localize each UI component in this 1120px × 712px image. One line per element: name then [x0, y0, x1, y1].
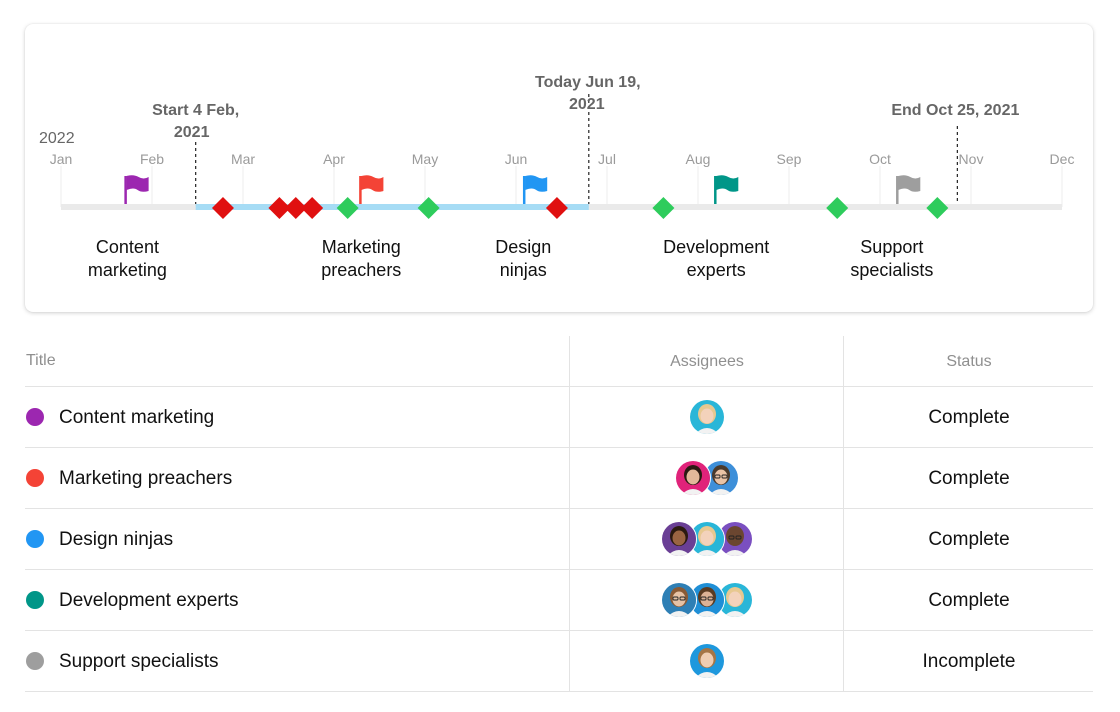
- status-text: Complete: [928, 468, 1010, 489]
- month-label: Mar: [231, 151, 255, 167]
- task-table: Title Assignees Status Content marketing…: [25, 336, 1093, 692]
- flag-icon: [126, 175, 149, 192]
- month-label: Nov: [959, 151, 984, 167]
- assignee-avatars: [570, 399, 844, 435]
- status-text: Complete: [928, 407, 1010, 428]
- color-dot: [26, 652, 44, 670]
- milestone-diamond: [417, 197, 440, 219]
- task-title: Support specialists: [59, 651, 219, 672]
- milestone-diamond: [926, 197, 949, 219]
- status-text: Complete: [928, 529, 1010, 550]
- today-marker-label: Today Jun 19,: [535, 74, 641, 91]
- task-title: Design ninjas: [59, 529, 174, 550]
- month-label: May: [412, 151, 438, 167]
- avatar[interactable]: [689, 582, 725, 618]
- status-text: Complete: [928, 590, 1010, 611]
- avatar[interactable]: [689, 643, 725, 679]
- milestone-diamond: [545, 197, 568, 219]
- timeline-chart: Jan Feb Mar Apr May Jun Jul Aug Sep Oct Nov Dec 2022…: [39, 74, 1075, 280]
- phase-label-line2: preachers: [321, 260, 401, 280]
- month-label: Dec: [1050, 151, 1075, 167]
- month-label: Feb: [140, 151, 164, 167]
- month-label: Apr: [323, 151, 345, 167]
- milestone-diamond: [284, 197, 307, 219]
- task-title: Development experts: [59, 590, 239, 611]
- color-dot: [26, 469, 44, 487]
- avatar[interactable]: [689, 399, 725, 435]
- color-dot: [26, 591, 44, 609]
- assignee-avatars: [570, 582, 844, 618]
- month-label: Sep: [777, 151, 802, 167]
- flag-icon: [361, 175, 384, 192]
- phase-label: Support: [860, 237, 923, 257]
- table-header: Title Assignees Status: [25, 336, 1093, 387]
- table-row[interactable]: Marketing preachers Complete: [25, 448, 1093, 509]
- assignee-avatars: [570, 460, 844, 496]
- phase-label: Development: [663, 237, 769, 257]
- month-label: Aug: [686, 151, 711, 167]
- header-status[interactable]: Status: [946, 353, 992, 370]
- header-title[interactable]: Title: [26, 352, 56, 369]
- month-label: Oct: [869, 151, 891, 167]
- phase-label-line2: specialists: [850, 260, 933, 280]
- month-label: Jul: [598, 151, 616, 167]
- avatar[interactable]: [661, 582, 697, 618]
- today-marker-label-year: 2021: [569, 96, 605, 113]
- phase-label: Content: [96, 237, 159, 257]
- table-row[interactable]: Design ninjas Complete: [25, 509, 1093, 570]
- avatar[interactable]: [675, 460, 711, 496]
- phase-label-line2: marketing: [88, 260, 167, 280]
- flag-icon: [716, 175, 739, 192]
- end-marker-label: End Oct 25, 2021: [891, 102, 1019, 119]
- table-row[interactable]: Content marketing Complete: [25, 387, 1093, 448]
- milestone-diamond: [336, 197, 359, 219]
- phase-label-line2: ninjas: [500, 260, 547, 280]
- assignee-avatars: [570, 521, 844, 557]
- phase-label: Marketing: [322, 237, 401, 257]
- status-text: Incomplete: [922, 651, 1016, 672]
- color-dot: [26, 530, 44, 548]
- phase-label-line2: experts: [687, 260, 746, 280]
- task-title: Marketing preachers: [59, 468, 233, 489]
- timeline-card: Jan Feb Mar Apr May Jun Jul Aug Sep Oct Nov Dec 2022…: [25, 24, 1093, 312]
- month-label: Jan: [50, 151, 73, 167]
- milestone-diamond: [301, 197, 324, 219]
- avatar[interactable]: [661, 521, 697, 557]
- color-dot: [26, 408, 44, 426]
- avatar[interactable]: [717, 521, 753, 557]
- milestone-diamond: [652, 197, 675, 219]
- month-label: Jun: [505, 151, 528, 167]
- assignee-avatars: [570, 643, 844, 679]
- table-row[interactable]: Development experts Complete: [25, 570, 1093, 631]
- start-marker-label: Start 4 Feb,: [152, 102, 239, 119]
- flag-icon: [898, 175, 921, 192]
- flag-icon: [525, 175, 548, 192]
- year-label: 2022: [39, 130, 75, 147]
- table-row[interactable]: Support specialists Incomplete: [25, 631, 1093, 692]
- phase-label: Design: [495, 237, 551, 257]
- header-assignees[interactable]: Assignees: [670, 353, 744, 370]
- milestone-diamond: [211, 197, 234, 219]
- milestone-diamond: [268, 197, 291, 219]
- avatar[interactable]: [703, 460, 739, 496]
- start-marker-label-year: 2021: [174, 124, 210, 141]
- task-title: Content marketing: [59, 407, 215, 428]
- milestone-diamond: [826, 197, 849, 219]
